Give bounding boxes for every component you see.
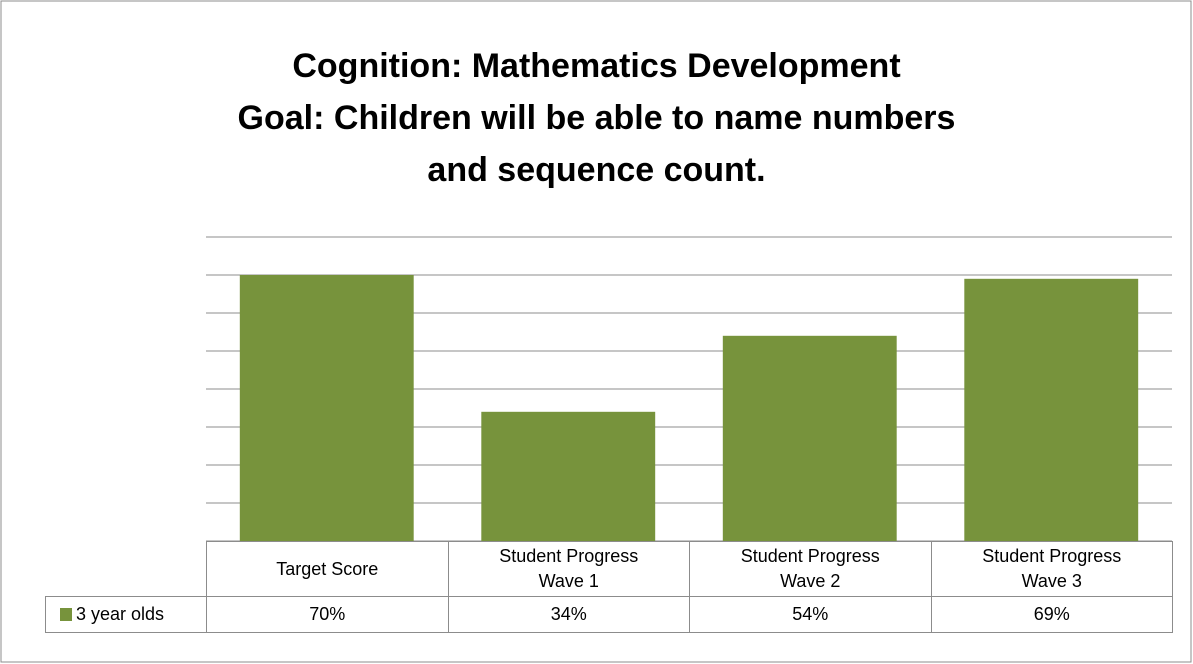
bar	[239, 275, 414, 541]
data-label: 54%	[689, 596, 932, 633]
data-label: 70%	[206, 596, 449, 633]
x-tick-label: Target Score	[206, 541, 449, 597]
bar	[481, 411, 656, 541]
bar	[722, 335, 897, 541]
x-tick-label: Student Progress Wave 3	[930, 541, 1173, 597]
legend-entry: 3 year olds	[45, 596, 207, 633]
bar	[964, 278, 1139, 541]
title-line: Cognition: Mathematics Development	[292, 47, 901, 85]
data-label: 69%	[930, 596, 1173, 633]
x-tick-label: Student Progress Wave 2	[689, 541, 932, 597]
chart-title: Cognition: Mathematics Development Goal: …	[0, 40, 1193, 196]
data-label: 34%	[447, 596, 690, 633]
title-line: and sequence count.	[427, 151, 766, 189]
legend-swatch	[60, 608, 72, 621]
legend-label: 3 year olds	[76, 604, 165, 624]
x-tick-label: Student Progress Wave 1	[447, 541, 690, 597]
title-line: Goal: Children will be able to name numb…	[237, 99, 956, 137]
